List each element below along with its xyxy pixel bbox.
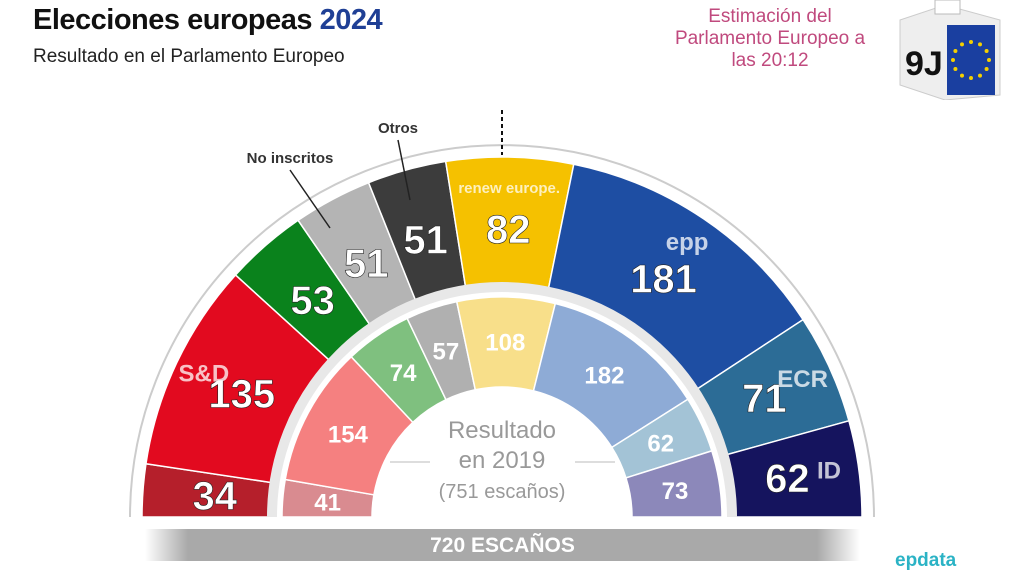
previous-seat-label: 154 — [328, 421, 369, 448]
previous-seat-label: 73 — [662, 478, 689, 505]
current-seat-label: 71 — [742, 377, 787, 421]
previous-result-caption: en 2019 — [459, 447, 546, 474]
title-text: Elecciones europeas — [33, 4, 313, 36]
previous-result-caption: (751 escaños) — [439, 481, 566, 503]
party-name-label: renew europe. — [458, 180, 560, 197]
page-subtitle: Resultado en el Parlamento Europeo — [33, 46, 345, 67]
epdata-logo: epdata — [895, 550, 957, 571]
current-seat-label: 34 — [193, 475, 238, 519]
previous-seat-label: 62 — [647, 431, 674, 458]
party-name-label: epp — [666, 229, 709, 256]
previous-result-caption: Resultado — [448, 417, 556, 444]
current-seat-label: 62 — [765, 457, 810, 501]
current-seat-label: 82 — [486, 208, 531, 252]
party-name-label: ECR — [777, 366, 828, 393]
previous-seat-label: 108 — [485, 329, 525, 356]
party-name-label: No inscritos — [247, 150, 334, 167]
badge-text: 9J — [905, 45, 943, 83]
previous-seat-label: 41 — [314, 489, 341, 516]
party-name-label: S&D — [179, 361, 230, 388]
total-seats-bar: 720 ESCAÑOS — [145, 529, 860, 561]
page-title: Elecciones europeas 2024 — [33, 4, 383, 37]
title-year: 2024 — [319, 4, 383, 36]
current-seat-label: 51 — [344, 242, 389, 286]
estimate-note: Estimación del Parlamento Europeo a las … — [674, 6, 866, 71]
previous-segment-7 — [625, 449, 723, 518]
party-name-label: ID — [817, 457, 841, 484]
current-seat-label: 181 — [630, 258, 697, 302]
previous-seat-label: 182 — [584, 363, 624, 390]
previous-seat-label: 57 — [433, 339, 460, 366]
current-seat-label: 53 — [290, 279, 335, 323]
party-name-label: Otros — [378, 120, 418, 137]
current-seat-label: 135 — [208, 373, 275, 417]
current-seat-label: 51 — [403, 218, 448, 262]
previous-seat-label: 74 — [390, 360, 417, 387]
ballot-box-icon: 9J — [895, 0, 1005, 100]
